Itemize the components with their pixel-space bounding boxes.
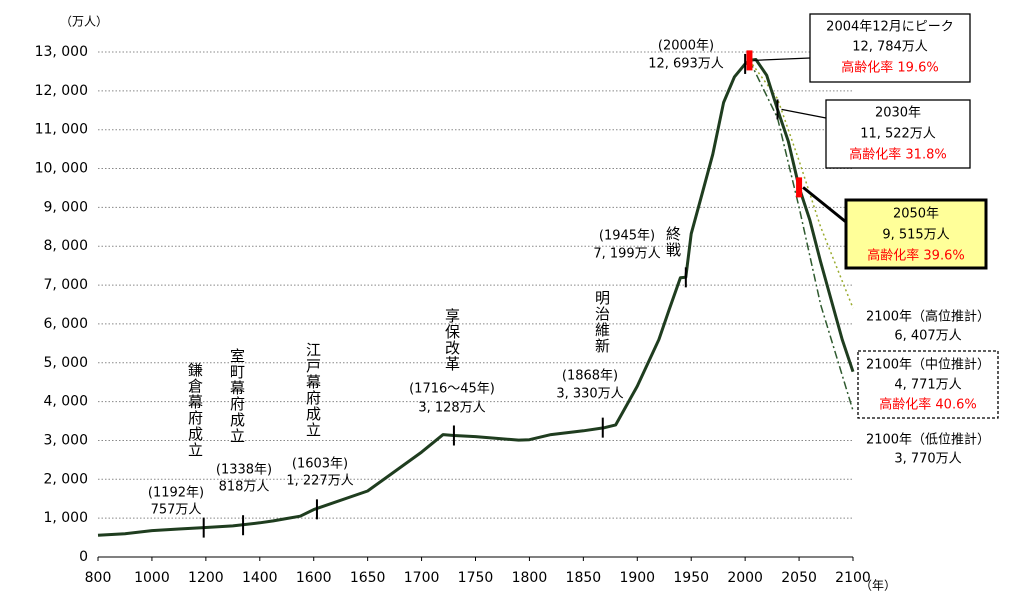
y-tick-label: 0	[79, 549, 88, 565]
aging-rate: 高齢化率 31.8%	[849, 147, 946, 163]
annotation-text: 2100年（高位推計）	[866, 309, 990, 325]
y-tick-label: 7, 000	[43, 277, 88, 293]
point-marker	[242, 515, 245, 536]
series-line	[748, 60, 854, 411]
event-label: 江戸幕府成立	[304, 342, 322, 438]
x-tick-label: 1700	[404, 570, 440, 586]
y-tick-label: 4, 000	[43, 394, 88, 410]
annotation-text: 11, 522万人	[860, 127, 936, 142]
callout-box	[857, 350, 999, 419]
leader-line	[802, 186, 847, 224]
x-tick-label: 1600	[296, 570, 332, 586]
y-unit: （万人）	[60, 15, 108, 29]
annotation-text: (1338年)	[216, 463, 272, 478]
point-marker	[744, 53, 747, 74]
x-tick-label: 800	[85, 570, 112, 586]
x-tick-label: 2000	[727, 570, 763, 586]
annotation-text: 2100年（低位推計）	[866, 432, 990, 448]
annotation-text: 12, 693万人	[648, 57, 724, 72]
point-marker	[601, 417, 604, 438]
x-tick-label: 1950	[673, 570, 709, 586]
annotation-text: (1603年)	[292, 457, 348, 472]
aging-rate: 高齢化率 19.6%	[841, 60, 938, 76]
annotation-text: 7, 199万人	[593, 247, 660, 262]
y-tick-label: 11, 000	[35, 122, 88, 138]
aging-rate: 高齢化率 40.6%	[879, 397, 976, 413]
leader-line	[753, 57, 811, 62]
y-tick-label: 8, 000	[43, 238, 88, 254]
event-label: 終戦	[664, 226, 682, 258]
x-tick-label: 1750	[458, 570, 494, 586]
y-tick-label: 13, 000	[35, 44, 88, 60]
point-marker	[746, 50, 753, 71]
annotation-text: 3, 770万人	[894, 452, 961, 467]
y-tick-label: 1, 000	[43, 510, 88, 526]
annotation-text: 3, 128万人	[418, 401, 485, 416]
x-tick-label: 2100	[835, 570, 871, 586]
annotation-text: (1868年)	[562, 369, 618, 384]
x-unit: （年）	[860, 579, 896, 593]
y-tick-label: 5, 000	[43, 355, 88, 371]
callout-box	[844, 198, 988, 270]
event-label: 室町幕府成立	[228, 348, 246, 444]
annotation-text: (2000年)	[658, 39, 714, 54]
x-tick-label: 1400	[242, 570, 278, 586]
event-label: 享保改革	[443, 308, 461, 372]
point-marker	[202, 517, 205, 538]
annotation-text: 2050年	[893, 207, 939, 222]
x-tick-label: 1650	[350, 570, 386, 586]
annotation-text: 818万人	[219, 480, 270, 495]
y-tick-label: 3, 000	[43, 432, 88, 448]
point-marker	[315, 499, 318, 520]
annotation-text: (1945年)	[599, 229, 655, 244]
y-tick-label: 2, 000	[43, 471, 88, 487]
annotation-text: 2004年12月にピーク	[826, 20, 954, 35]
annotation-text: (1192年)	[148, 486, 204, 501]
x-tick-label: 2050	[781, 570, 817, 586]
callout-box	[809, 13, 971, 83]
annotation-text: 6, 407万人	[894, 329, 961, 344]
y-tick-label: 9, 000	[43, 199, 88, 215]
callout-box	[825, 99, 971, 169]
y-tick-label: 12, 000	[35, 83, 88, 99]
annotation-text: 2030年	[875, 106, 921, 121]
x-tick-label: 1200	[188, 570, 224, 586]
annotation-text: 1, 227万人	[286, 474, 353, 489]
point-marker	[684, 267, 687, 288]
event-label: 鎌倉幕府成立	[186, 362, 204, 458]
leader-line	[781, 108, 827, 119]
annotation-text: 4, 771万人	[894, 378, 961, 393]
point-marker	[776, 99, 779, 120]
x-tick-label: 1800	[512, 570, 548, 586]
series-line	[748, 59, 854, 309]
annotation-text: 12, 784万人	[852, 40, 928, 55]
y-tick-label: 10, 000	[35, 161, 88, 177]
annotation-text: 9, 515万人	[882, 228, 949, 243]
event-label: 明治維新	[593, 290, 611, 354]
point-marker	[796, 177, 803, 198]
annotation-text: (1716～45年)	[409, 382, 495, 397]
point-marker	[452, 425, 455, 446]
y-tick-label: 6, 000	[43, 316, 88, 332]
aging-rate: 高齢化率 39.6%	[867, 248, 964, 264]
x-tick-label: 1850	[566, 570, 602, 586]
x-tick-label: 1000	[134, 570, 170, 586]
annotation-text: 3, 330万人	[556, 387, 623, 402]
x-tick-label: 1900	[619, 570, 655, 586]
series-line	[97, 58, 855, 537]
annotation-text: 2100年（中位推計）	[866, 357, 990, 373]
annotation-text: 757万人	[151, 503, 202, 518]
